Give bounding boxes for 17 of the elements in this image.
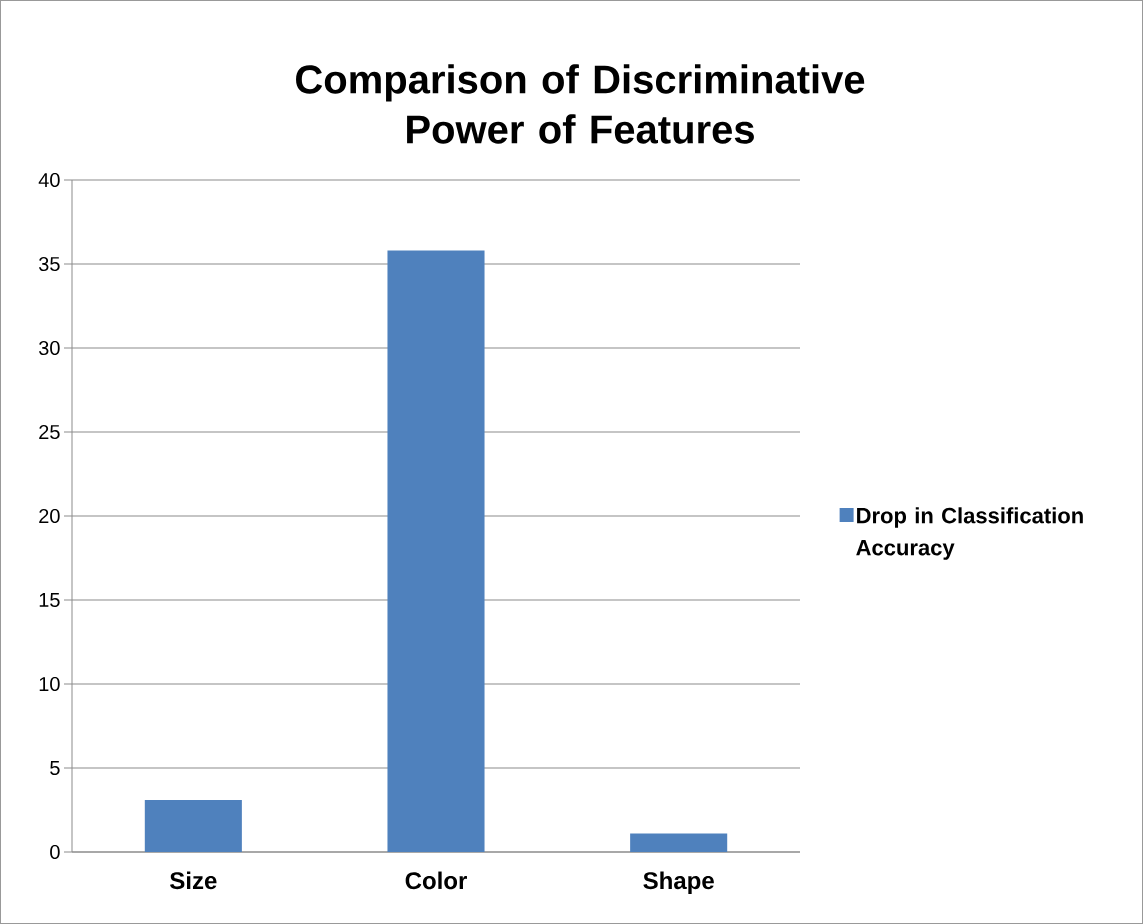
bar xyxy=(387,250,485,852)
bar xyxy=(144,799,242,852)
y-tick-label: 40 xyxy=(38,172,60,188)
chart-title: Comparison of Discriminative Power of Features xyxy=(296,64,865,144)
x-tick-label: Size xyxy=(170,871,217,890)
y-tick-label: 20 xyxy=(39,508,60,524)
y-tick-label: 25 xyxy=(39,424,60,440)
x-tick-label: Color xyxy=(405,871,467,890)
bar xyxy=(630,833,728,852)
y-tick-label: 15 xyxy=(39,593,60,607)
x-tick-label: Shape xyxy=(643,871,714,894)
y-tick-label: 10 xyxy=(39,676,60,692)
legend-label: Drop in Classification Accuracy xyxy=(856,507,1083,560)
y-tick-label: 0 xyxy=(50,844,60,860)
y-tick-label: 5 xyxy=(50,761,60,775)
y-tick-label: 30 xyxy=(38,340,60,356)
y-tick-label: 35 xyxy=(38,256,60,272)
